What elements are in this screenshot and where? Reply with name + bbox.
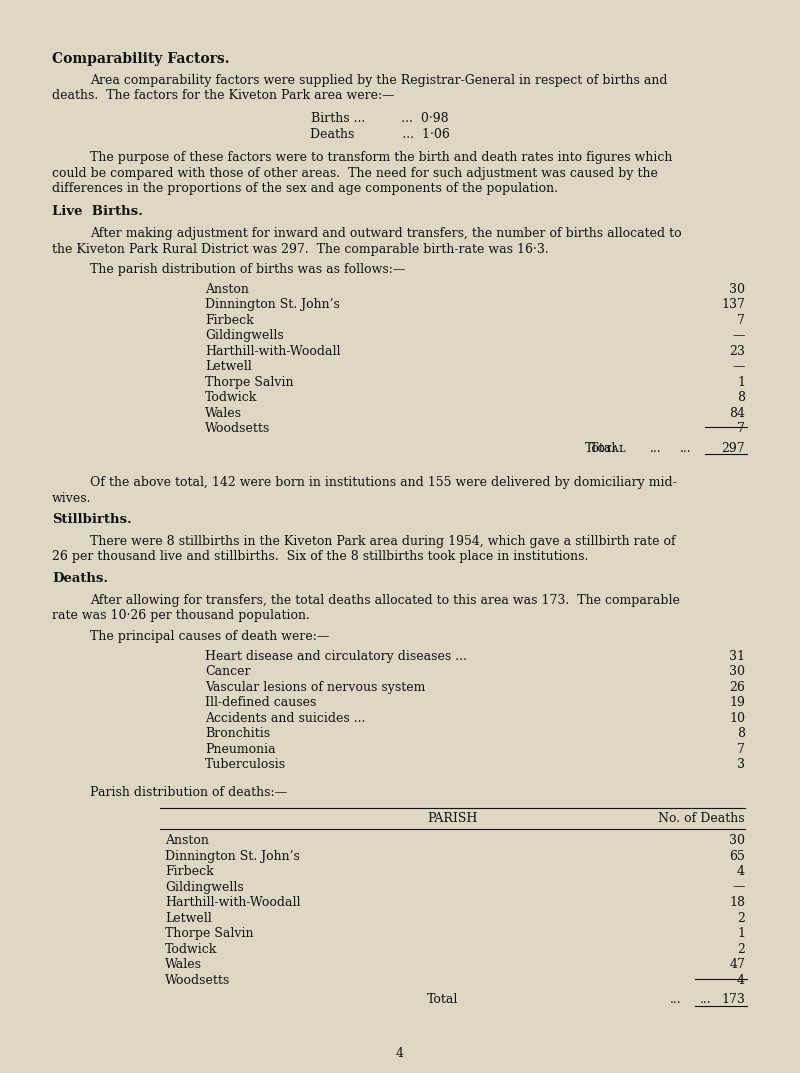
Text: 26: 26 <box>729 680 745 693</box>
Text: 7: 7 <box>737 314 745 327</box>
Text: The purpose of these factors were to transform the birth and death rates into fi: The purpose of these factors were to tra… <box>90 151 672 164</box>
Text: Of the above total, 142 were born in institutions and 155 were delivered by domi: Of the above total, 142 were born in ins… <box>90 476 677 489</box>
Text: Total: Total <box>585 442 616 455</box>
Text: Total: Total <box>427 994 458 1006</box>
Text: Comparability Factors.: Comparability Factors. <box>52 52 230 67</box>
Text: Firbeck: Firbeck <box>165 865 214 878</box>
Text: Wales: Wales <box>205 407 242 420</box>
Text: Gildingwells: Gildingwells <box>165 881 244 894</box>
Text: Deaths            ...  1·06: Deaths ... 1·06 <box>310 128 450 141</box>
Text: Anston: Anston <box>165 834 209 847</box>
Text: Woodsetts: Woodsetts <box>165 973 230 986</box>
Text: 4: 4 <box>396 1047 404 1060</box>
Text: could be compared with those of other areas.  The need for such adjustment was c: could be compared with those of other ar… <box>52 166 658 179</box>
Text: 7: 7 <box>737 743 745 755</box>
Text: 8: 8 <box>737 727 745 740</box>
Text: After making adjustment for inward and outward transfers, the number of births a: After making adjustment for inward and o… <box>90 227 682 240</box>
Text: —: — <box>733 361 745 373</box>
Text: 19: 19 <box>729 696 745 709</box>
Text: Gildingwells: Gildingwells <box>205 329 284 342</box>
Text: Deaths.: Deaths. <box>52 572 108 585</box>
Text: 30: 30 <box>729 834 745 847</box>
Text: deaths.  The factors for the Kiveton Park area were:—: deaths. The factors for the Kiveton Park… <box>52 89 394 102</box>
Text: Ill-defined causes: Ill-defined causes <box>205 696 316 709</box>
Text: Parish distribution of deaths:—: Parish distribution of deaths:— <box>90 787 287 799</box>
Text: Thorpe Salvin: Thorpe Salvin <box>205 376 294 388</box>
Text: Woodsetts: Woodsetts <box>205 423 270 436</box>
Text: rate was 10·26 per thousand population.: rate was 10·26 per thousand population. <box>52 609 310 622</box>
Text: Vascular lesions of nervous system: Vascular lesions of nervous system <box>205 680 426 693</box>
Text: Dinnington St. John’s: Dinnington St. John’s <box>165 850 300 863</box>
Text: Harthill-with-Woodall: Harthill-with-Woodall <box>205 344 341 358</box>
Text: After allowing for transfers, the total deaths allocated to this area was 173.  : After allowing for transfers, the total … <box>90 593 680 607</box>
Text: Cancer: Cancer <box>205 665 250 678</box>
Text: Wales: Wales <box>165 958 202 971</box>
Text: 173: 173 <box>721 994 745 1006</box>
Text: 18: 18 <box>729 896 745 909</box>
Text: Heart disease and circulatory diseases ...: Heart disease and circulatory diseases .… <box>205 649 467 663</box>
Text: No. of Deaths: No. of Deaths <box>658 812 745 825</box>
Text: Births ...         ...  0·98: Births ... ... 0·98 <box>311 113 449 126</box>
Text: 30: 30 <box>729 283 745 296</box>
Text: 4: 4 <box>737 865 745 878</box>
Text: Thorpe Salvin: Thorpe Salvin <box>165 927 254 940</box>
Text: Dinnington St. John’s: Dinnington St. John’s <box>205 298 340 311</box>
Text: Bronchitis: Bronchitis <box>205 727 270 740</box>
Text: The parish distribution of births was as follows:—: The parish distribution of births was as… <box>90 263 406 276</box>
Text: Harthill-with-Woodall: Harthill-with-Woodall <box>165 896 301 909</box>
Text: Tᴏᴛᴀʟ: Tᴏᴛᴀʟ <box>590 442 626 455</box>
Text: Tuberculosis: Tuberculosis <box>205 759 286 771</box>
Text: 65: 65 <box>729 850 745 863</box>
Text: 4: 4 <box>737 973 745 986</box>
Text: Stillbirths.: Stillbirths. <box>52 513 132 526</box>
Text: —: — <box>733 881 745 894</box>
Text: 30: 30 <box>729 665 745 678</box>
Text: wives.: wives. <box>52 491 91 504</box>
Text: 1: 1 <box>737 376 745 388</box>
Text: 2: 2 <box>737 942 745 956</box>
Text: 47: 47 <box>729 958 745 971</box>
Text: Letwell: Letwell <box>205 361 252 373</box>
Text: 23: 23 <box>729 344 745 358</box>
Text: 297: 297 <box>722 442 745 455</box>
Text: The principal causes of death were:—: The principal causes of death were:— <box>90 630 330 643</box>
Text: 1: 1 <box>737 927 745 940</box>
Text: Pneumonia: Pneumonia <box>205 743 276 755</box>
Text: differences in the proportions of the sex and age components of the population.: differences in the proportions of the se… <box>52 182 558 195</box>
Text: Todwick: Todwick <box>165 942 218 956</box>
Text: There were 8 stillbirths in the Kiveton Park area during 1954, which gave a stil: There were 8 stillbirths in the Kiveton … <box>90 535 676 548</box>
Text: 26 per thousand live and stillbirths.  Six of the 8 stillbirths took place in in: 26 per thousand live and stillbirths. Si… <box>52 550 588 563</box>
Text: ...: ... <box>680 442 692 455</box>
Text: Letwell: Letwell <box>165 912 212 925</box>
Text: PARISH: PARISH <box>427 812 478 825</box>
Text: Todwick: Todwick <box>205 392 258 405</box>
Text: ...: ... <box>650 442 662 455</box>
Text: 10: 10 <box>729 711 745 724</box>
Text: Accidents and suicides ...: Accidents and suicides ... <box>205 711 366 724</box>
Text: Firbeck: Firbeck <box>205 314 254 327</box>
Text: 2: 2 <box>737 912 745 925</box>
Text: Anston: Anston <box>205 283 249 296</box>
Text: Live  Births.: Live Births. <box>52 205 143 219</box>
Text: 31: 31 <box>729 649 745 663</box>
Text: the Kiveton Park Rural District was 297.  The comparable birth-rate was 16·3.: the Kiveton Park Rural District was 297.… <box>52 242 549 255</box>
Text: 8: 8 <box>737 392 745 405</box>
Text: 84: 84 <box>729 407 745 420</box>
Text: Area comparability factors were supplied by the Registrar-General in respect of : Area comparability factors were supplied… <box>90 74 667 87</box>
Text: ...: ... <box>670 994 682 1006</box>
Text: ...: ... <box>700 994 712 1006</box>
Text: —: — <box>733 329 745 342</box>
Text: 7: 7 <box>737 423 745 436</box>
Text: 3: 3 <box>737 759 745 771</box>
Text: 137: 137 <box>721 298 745 311</box>
